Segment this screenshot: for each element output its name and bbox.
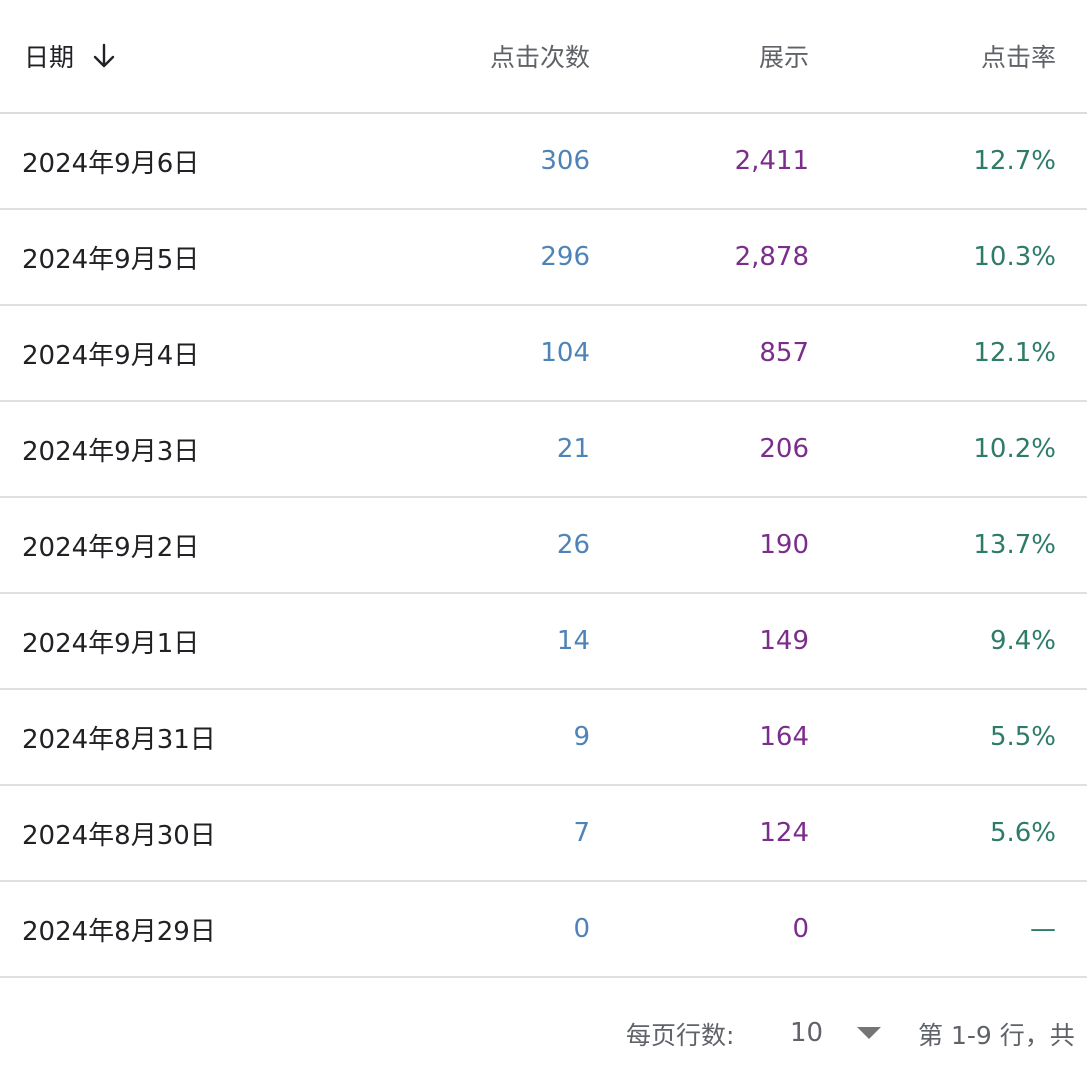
impressions-cell: 164 [759, 722, 809, 752]
ctr-cell: 9.4% [989, 626, 1056, 656]
ctr-cell: — [1030, 914, 1056, 944]
ctr-cell: 5.6% [989, 818, 1056, 848]
clicks-cell: 296 [540, 242, 590, 272]
date-cell: 2024年9月4日 [22, 340, 200, 371]
clicks-cell: 9 [573, 722, 590, 752]
clicks-cell: 26 [556, 530, 590, 560]
impressions-cell: 857 [759, 338, 809, 368]
ctr-cell: 13.7% [973, 530, 1056, 560]
impressions-cell: 190 [759, 530, 809, 560]
clicks-cell: 7 [573, 818, 590, 848]
table-row: 2024年9月3日 21 206 10.2% [0, 402, 1087, 498]
table-row: 2024年8月31日 9 164 5.5% [0, 690, 1087, 786]
clicks-cell: 104 [540, 338, 590, 368]
ctr-cell: 10.3% [973, 242, 1056, 272]
impressions-cell: 206 [759, 434, 809, 464]
impressions-cell: 2,878 [734, 242, 809, 272]
ctr-cell: 10.2% [973, 434, 1056, 464]
performance-table: 日期 点击次数 展示 点击率 2024年9月6日 306 2,411 12.7%… [0, 0, 1087, 978]
page-range-text: 第 1-9 行，共 [918, 1021, 1075, 1050]
impressions-cell: 2,411 [734, 146, 809, 176]
table-row: 2024年9月4日 104 857 12.1% [0, 306, 1087, 402]
impressions-cell: 0 [792, 914, 809, 944]
rows-per-page-value: 10 [790, 1018, 824, 1048]
impressions-cell: 149 [759, 626, 809, 656]
clicks-cell: 0 [573, 914, 590, 944]
date-cell: 2024年9月3日 [22, 436, 200, 467]
date-cell: 2024年9月5日 [22, 244, 200, 275]
date-cell: 2024年8月29日 [22, 916, 216, 947]
date-cell: 2024年8月31日 [22, 724, 216, 755]
dropdown-caret-icon [857, 1027, 882, 1039]
impressions-cell: 124 [759, 818, 809, 848]
date-column-header[interactable]: 日期 [24, 0, 116, 112]
rows-per-page-label: 每页行数: [626, 1021, 735, 1050]
ctr-header-label: 点击率 [980, 43, 1056, 72]
table-row: 2024年8月30日 7 124 5.6% [0, 786, 1087, 882]
date-cell: 2024年8月30日 [22, 820, 216, 851]
ctr-cell: 12.7% [973, 146, 1056, 176]
table-row: 2024年9月1日 14 149 9.4% [0, 594, 1087, 690]
pagination-bar: 每页行数: 10 第 1-9 行，共 [0, 980, 1087, 1086]
table-row: 2024年9月5日 296 2,878 10.3% [0, 210, 1087, 306]
clicks-header-label: 点击次数 [489, 43, 590, 72]
clicks-column-header[interactable]: 点击次数 [490, 0, 590, 112]
clicks-cell: 306 [540, 146, 590, 176]
arrow-down-icon[interactable] [92, 42, 116, 70]
ctr-cell: 5.5% [989, 722, 1056, 752]
date-cell: 2024年9月1日 [22, 628, 200, 659]
date-cell: 2024年9月2日 [22, 532, 200, 563]
clicks-cell: 21 [556, 434, 590, 464]
ctr-cell: 12.1% [973, 338, 1056, 368]
rows-per-page-select[interactable]: 10 [776, 1006, 886, 1060]
table-row: 2024年9月2日 26 190 13.7% [0, 498, 1087, 594]
clicks-cell: 14 [556, 626, 590, 656]
date-cell: 2024年9月6日 [22, 148, 200, 179]
date-header-label: 日期 [24, 43, 75, 72]
table-header: 日期 点击次数 展示 点击率 [0, 0, 1087, 114]
table-row: 2024年8月29日 0 0 — [0, 882, 1087, 978]
impressions-header-label: 展示 [758, 43, 809, 72]
table-row: 2024年9月6日 306 2,411 12.7% [0, 114, 1087, 210]
ctr-column-header[interactable]: 点击率 [981, 0, 1056, 112]
impressions-column-header[interactable]: 展示 [759, 0, 809, 112]
